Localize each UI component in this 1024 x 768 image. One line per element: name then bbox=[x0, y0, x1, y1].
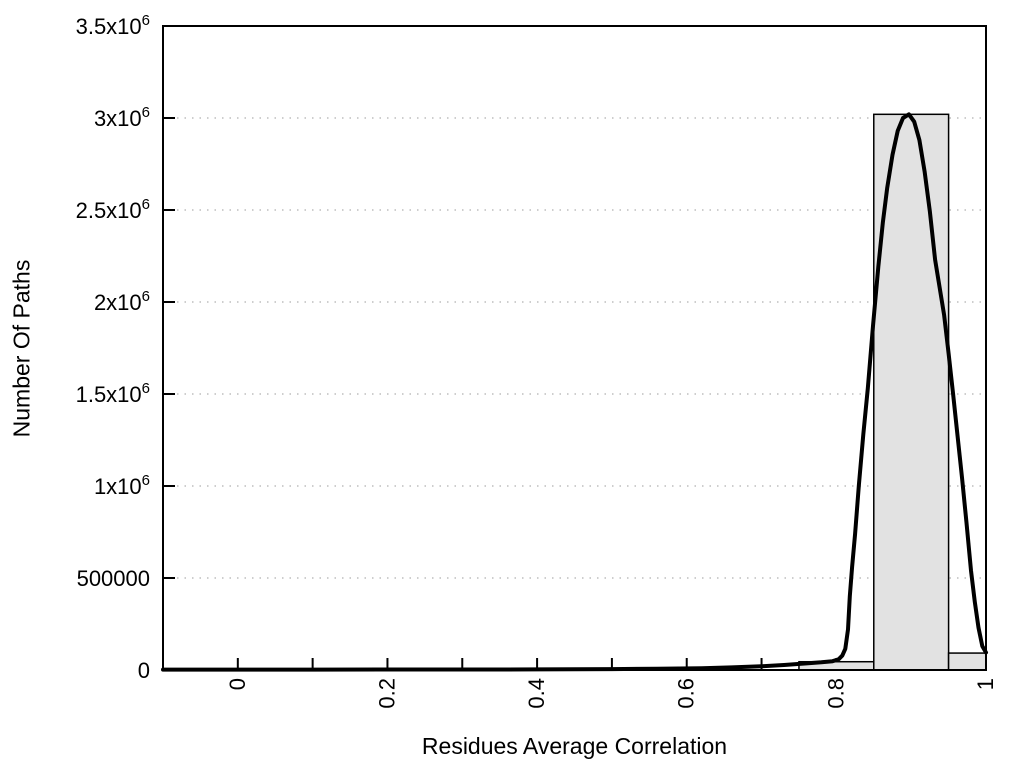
x-tick-label: 0.4 bbox=[524, 678, 549, 709]
y-tick-label: 500000 bbox=[77, 566, 150, 591]
y-tick-label: 3.5x106 bbox=[76, 12, 150, 39]
x-tick-label: 0 bbox=[225, 678, 250, 690]
x-tick-label: 0.8 bbox=[823, 678, 848, 709]
y-tick-label: 2.5x106 bbox=[76, 196, 150, 223]
fit-curve bbox=[161, 112, 988, 672]
y-tick-label: 3x106 bbox=[94, 104, 150, 131]
y-tick-label: 0 bbox=[138, 658, 150, 683]
y-axis-title-wrap: Number Of Paths bbox=[4, 26, 40, 670]
y-tick-label: 1.5x106 bbox=[76, 380, 150, 407]
y-axis-title: Number Of Paths bbox=[8, 259, 35, 437]
y-tick-label: 2x106 bbox=[94, 288, 150, 315]
x-tick-label: 1 bbox=[973, 678, 998, 690]
y-tick-label: 1x106 bbox=[94, 472, 150, 499]
x-tick-label: 0.6 bbox=[674, 678, 699, 709]
x-tick-label: 0.2 bbox=[374, 678, 399, 709]
histogram-bar bbox=[947, 652, 987, 671]
x-axis-title: Residues Average Correlation bbox=[421, 733, 728, 759]
plot-border bbox=[162, 25, 987, 671]
